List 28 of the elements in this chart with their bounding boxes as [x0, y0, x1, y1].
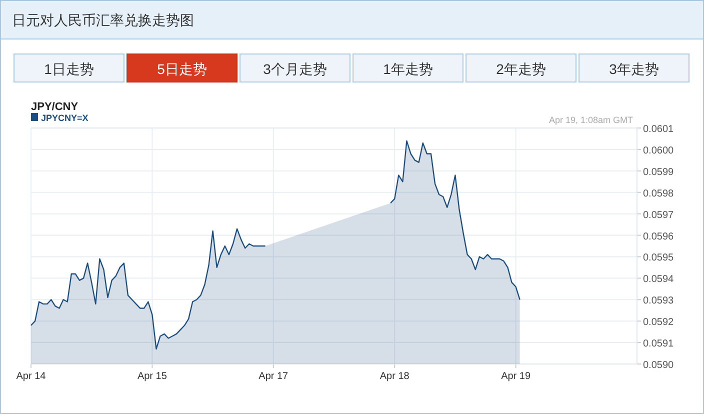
x-tick-label: Apr 15	[137, 371, 168, 382]
tab: 2年走势	[466, 54, 576, 82]
tab: 3个月走势	[240, 54, 350, 82]
y-tick-label: 0.0598	[643, 188, 674, 200]
y-tick-label: 0.0593	[643, 296, 674, 307]
y-tick-label: 0.0590	[643, 360, 674, 371]
y-tick-label: 0.0591	[643, 338, 674, 350]
y-tick-label: 0.0597	[643, 210, 674, 221]
y-tick-label: 0.0592	[643, 317, 674, 328]
x-tick-label: Apr 14	[16, 371, 46, 382]
chart-title: 日元对人民币汇率兑换走势图	[12, 12, 194, 28]
chart-subtitle: JPY/CNY	[31, 101, 79, 113]
tab: 3年走势	[578, 54, 690, 82]
y-tick-label: 0.0596	[643, 231, 674, 242]
y-tick-label: 0.0600	[643, 145, 674, 156]
legend: JPYCNY=X	[31, 113, 88, 123]
y-tick-label: 0.0594	[643, 274, 674, 286]
tab: 1年走势	[352, 54, 464, 82]
legend-label: JPYCNY=X	[41, 113, 88, 123]
y-tick-label: 0.0599	[643, 166, 674, 178]
x-tick-label: Apr 17	[258, 371, 289, 382]
y-tick-label: 0.0601	[643, 124, 674, 135]
tab: 5日走势	[126, 54, 238, 82]
y-tick-label: 0.0595	[643, 252, 674, 264]
tab: 1日走势	[14, 54, 124, 82]
text: Apr 19, 1:08am GMT	[548, 115, 634, 125]
x-tick-label: Apr 19	[501, 371, 531, 382]
x-tick-label: Apr 18	[380, 371, 410, 382]
